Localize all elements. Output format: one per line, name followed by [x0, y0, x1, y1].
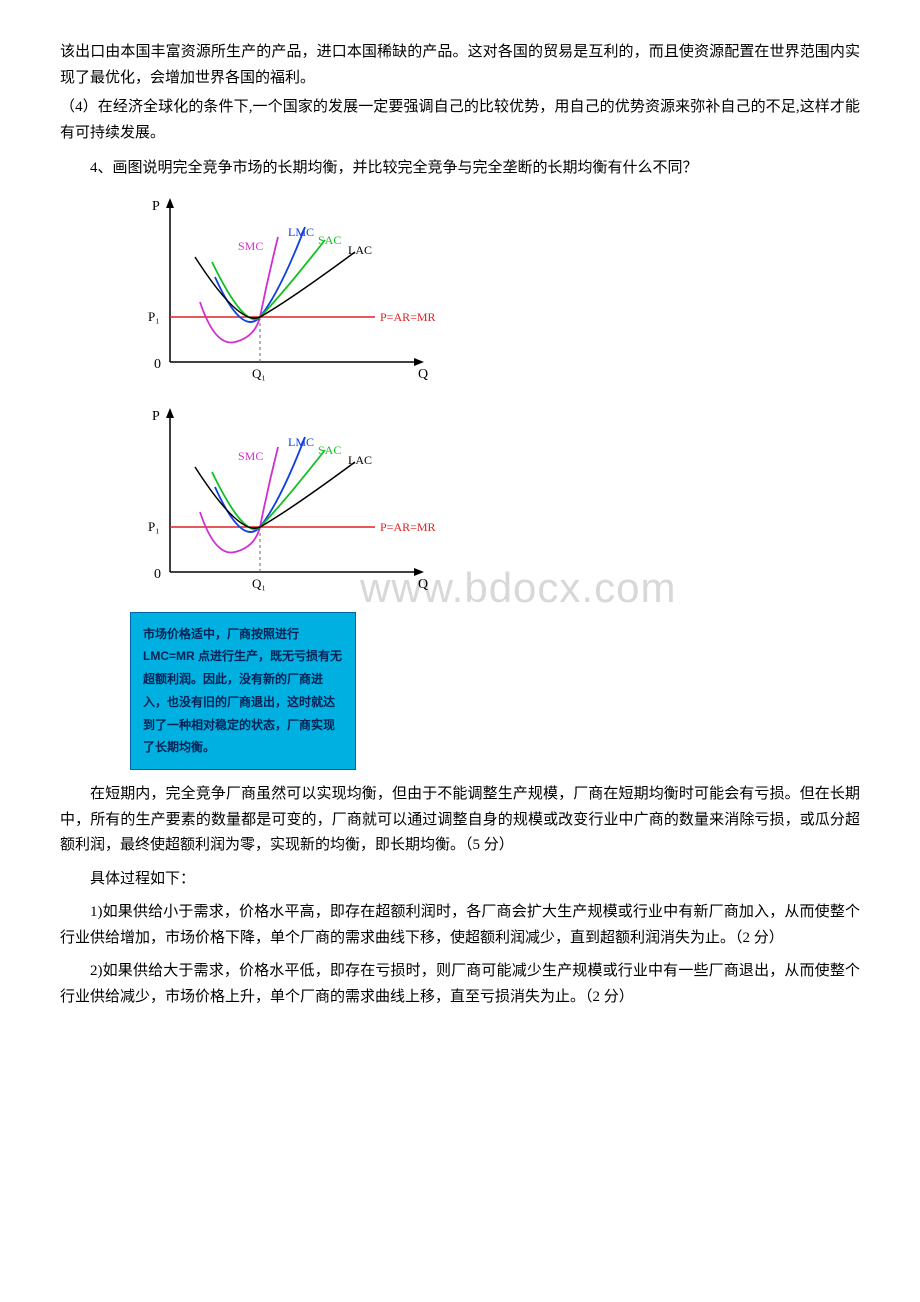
p1-label: P₁ [148, 309, 160, 324]
body-para-4: 2)如果供给大于需求，价格水平低，即存在亏损时，则厂商可能减少生产规模或行业中有… [60, 959, 860, 1010]
callout-box: 市场价格适中，厂商按照进行 LMC=MR 点进行生产，既无亏损有无超额利润。因此… [130, 612, 356, 771]
smc-label: SMC [238, 239, 263, 253]
sac-label: SAC [318, 233, 341, 247]
y-axis-label: P [152, 199, 160, 214]
body-para-1: 在短期内，完全竞争厂商虽然可以实现均衡，但由于不能调整生产规模，厂商在短期均衡时… [60, 782, 860, 859]
equilibrium-chart-2: www.bdocx.com P Q 0 P=AR=MR P₁ Q₁ SMC LM… [130, 402, 860, 602]
svg-text:0: 0 [154, 567, 161, 582]
equilibrium-chart-1: P Q 0 P=AR=MR P₁ Q₁ SMC LMC SAC LAC [130, 192, 860, 392]
svg-text:P₁: P₁ [148, 519, 160, 534]
svg-text:SAC: SAC [318, 443, 341, 457]
body-para-3: 1)如果供给小于需求，价格水平高，即存在超额利润时，各厂商会扩大生产规模或行业中… [60, 900, 860, 951]
lmc-label: LMC [288, 225, 314, 239]
svg-text:P: P [152, 409, 160, 424]
svg-text:SMC: SMC [238, 449, 263, 463]
x-axis-label: Q [418, 367, 428, 382]
lac-label: LAC [348, 243, 372, 257]
intro-para-1: 该出口由本国丰富资源所生产的产品，进口本国稀缺的产品。这对各国的贸易是互利的，而… [60, 40, 860, 91]
q1-label: Q₁ [252, 366, 266, 381]
svg-text:LAC: LAC [348, 453, 372, 467]
svg-text:Q: Q [418, 577, 428, 592]
svg-text:Q₁: Q₁ [252, 576, 266, 591]
price-line-label: P=AR=MR [380, 310, 436, 324]
svg-text:LMC: LMC [288, 435, 314, 449]
svg-text:P=AR=MR: P=AR=MR [380, 520, 436, 534]
intro-para-2: （4）在经济全球化的条件下,一个国家的发展一定要强调自己的比较优势，用自己的优势… [60, 95, 860, 146]
origin-label: 0 [154, 357, 161, 372]
body-para-2: 具体过程如下： [60, 867, 860, 893]
question-text: 4、画图说明完全竞争市场的长期均衡，并比较完全竞争与完全垄断的长期均衡有什么不同… [60, 156, 860, 182]
